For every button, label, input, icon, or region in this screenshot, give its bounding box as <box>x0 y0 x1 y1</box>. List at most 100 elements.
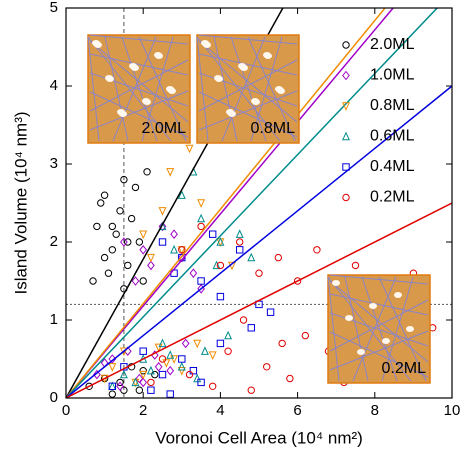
inset-cell-edge <box>381 276 414 382</box>
inset-cell-edge <box>89 53 189 76</box>
inset-cell-edge <box>141 36 174 142</box>
point <box>266 308 275 316</box>
inset-cell-edge <box>121 36 158 142</box>
point <box>212 260 221 270</box>
point <box>351 261 360 270</box>
point <box>236 246 244 254</box>
point <box>139 347 147 355</box>
inset-cell-edge <box>329 293 429 316</box>
inset-cell-edge <box>198 90 298 131</box>
point <box>181 338 190 349</box>
legend-marker <box>342 131 350 141</box>
inset-label: 0.2ML <box>382 360 427 377</box>
point <box>239 316 248 324</box>
inset-cell-edge <box>327 276 340 382</box>
point <box>100 253 109 262</box>
point <box>151 370 159 379</box>
point <box>154 361 163 372</box>
legend-label: 1.0ML <box>370 67 415 84</box>
inset-island <box>168 88 176 94</box>
inset-cell-edge <box>112 36 157 142</box>
y-tick-label: 3 <box>50 155 58 172</box>
inset-cell-edge <box>87 36 172 142</box>
point <box>189 367 198 375</box>
legend-label: 0.8ML <box>370 97 415 114</box>
point <box>200 346 209 355</box>
inset-label: 0.8ML <box>251 120 296 137</box>
inset-cell-edge <box>104 36 129 142</box>
point <box>85 382 93 390</box>
legend-label: 0.2ML <box>370 189 415 206</box>
point <box>108 246 117 254</box>
inset-cell-edge <box>89 90 189 131</box>
inset-cell-edge <box>329 299 429 352</box>
point <box>286 374 294 383</box>
point <box>301 331 310 340</box>
point <box>108 222 117 231</box>
point <box>185 370 194 379</box>
point <box>127 214 136 223</box>
point <box>177 367 186 376</box>
x-tick-label: 6 <box>293 402 301 419</box>
inset-island <box>131 65 139 71</box>
point <box>236 238 244 246</box>
point <box>278 339 286 348</box>
point <box>247 252 256 262</box>
point <box>97 199 105 207</box>
point <box>139 370 148 380</box>
inset-island <box>332 280 340 286</box>
point <box>158 207 167 216</box>
inset-cell-edge <box>327 276 412 382</box>
point <box>139 377 148 388</box>
y-tick-label: 1 <box>50 311 58 328</box>
legend-label: 2.0ML <box>370 36 415 53</box>
fit-line <box>66 8 395 398</box>
inset-island <box>203 42 211 48</box>
fit-line <box>66 8 386 398</box>
inset-island <box>369 303 377 309</box>
point <box>116 381 124 392</box>
point <box>143 168 151 176</box>
inset-island <box>406 326 414 332</box>
point <box>108 363 117 372</box>
point <box>224 347 232 355</box>
point <box>93 369 101 380</box>
point <box>177 190 186 199</box>
fit-line <box>66 202 452 398</box>
point <box>158 370 167 379</box>
inset-island <box>94 42 102 48</box>
inset-cell-edge <box>196 36 209 142</box>
point <box>216 237 225 246</box>
point <box>146 365 155 375</box>
inset-island <box>264 53 272 59</box>
y-axis-label: Island Volume (10⁴ nm³) <box>11 111 30 294</box>
y-tick-label: 0 <box>50 389 58 406</box>
point <box>108 354 117 364</box>
inset-cell-edge <box>198 91 298 138</box>
point <box>116 378 124 387</box>
point <box>216 339 225 348</box>
y-tick-label: 4 <box>50 77 58 94</box>
fit-line <box>66 8 439 398</box>
point <box>197 277 205 285</box>
inset-cell-edge <box>247 36 296 142</box>
point <box>124 261 132 270</box>
inset-island <box>215 76 223 82</box>
point <box>166 365 175 376</box>
point <box>263 363 271 371</box>
inset-cell-edge <box>329 280 429 363</box>
point <box>158 238 167 246</box>
point <box>108 381 117 390</box>
point <box>135 238 144 246</box>
point <box>208 382 217 390</box>
point <box>131 276 140 286</box>
point <box>216 261 225 270</box>
inset-cell-edge <box>196 36 281 142</box>
legend-marker <box>342 193 350 202</box>
point <box>166 390 174 398</box>
point <box>139 367 147 375</box>
point <box>193 339 202 349</box>
x-tick-label: 0 <box>62 402 70 419</box>
point <box>293 277 302 285</box>
